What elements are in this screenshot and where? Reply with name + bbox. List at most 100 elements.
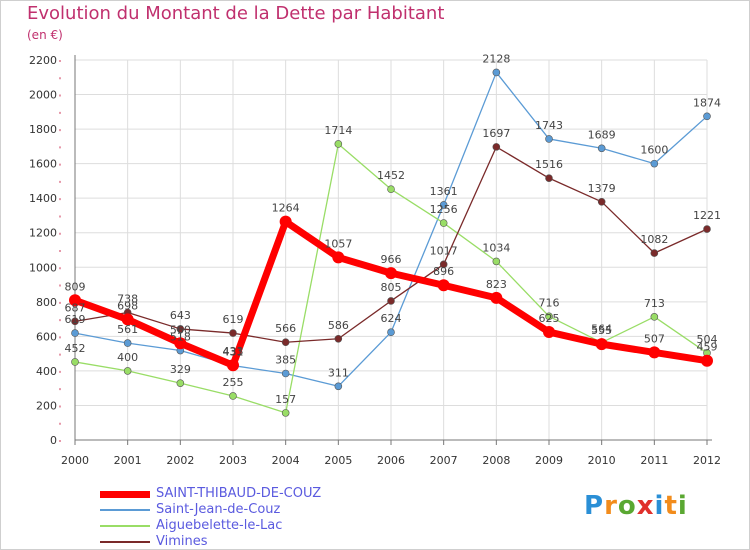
- data-point: [229, 392, 237, 400]
- y-tick-label: 400: [36, 365, 57, 378]
- data-label: 619: [65, 313, 86, 326]
- data-label: 1256: [430, 203, 458, 216]
- data-point: [279, 215, 292, 228]
- x-tick-label: 2002: [166, 454, 194, 467]
- data-label: 329: [170, 363, 191, 376]
- data-point: [545, 135, 553, 143]
- data-point: [439, 219, 448, 227]
- data-label: 738: [117, 293, 138, 306]
- logo-letter: t: [664, 491, 678, 521]
- data-label: 619: [223, 313, 244, 326]
- data-point: [650, 249, 659, 257]
- x-tick-label: 2012: [693, 454, 721, 467]
- data-label: 452: [65, 342, 86, 355]
- y-tick-label: 1000: [29, 261, 57, 274]
- data-point: [492, 143, 501, 151]
- data-label: 504: [697, 333, 718, 346]
- y-tick-label: 0: [50, 434, 57, 447]
- data-point: [385, 267, 397, 280]
- y-tick-label: 2200: [29, 54, 57, 67]
- data-label: 560: [170, 323, 191, 336]
- grid-layer: [75, 59, 708, 440]
- data-label: 586: [328, 319, 349, 332]
- data-label: 896: [433, 265, 454, 278]
- x-tick-label: 2011: [640, 454, 668, 467]
- logo-letter: r: [604, 491, 618, 521]
- data-label: 1221: [693, 209, 721, 222]
- legend-label-saint-thibaud: SAINT-THIBAUD-DE-COUZ: [156, 486, 322, 501]
- data-point: [597, 144, 606, 153]
- data-label: 507: [644, 332, 665, 345]
- data-label: 643: [170, 309, 191, 322]
- data-point: [281, 338, 290, 347]
- data-label: 716: [539, 296, 560, 309]
- data-point: [597, 198, 606, 206]
- data-point: [281, 369, 290, 378]
- data-point: [176, 325, 185, 333]
- x-tick-label: 2005: [324, 454, 352, 467]
- data-point: [334, 140, 343, 148]
- data-label: 1057: [324, 237, 352, 250]
- data-label: 1379: [588, 182, 616, 195]
- data-point: [281, 409, 290, 417]
- data-label: 518: [170, 331, 191, 344]
- data-point: [174, 337, 187, 350]
- x-tick-label: 2001: [114, 454, 142, 467]
- y-tick-label: 1200: [29, 227, 57, 240]
- y-tick-label: 1400: [29, 192, 57, 205]
- data-label: 698: [117, 299, 138, 312]
- data-label: 1082: [640, 233, 668, 246]
- x-tick-label: 2006: [377, 454, 405, 467]
- logo-letter: i: [654, 491, 665, 521]
- y-tick-label: 2000: [29, 89, 57, 102]
- chart-subtitle: (en €): [27, 28, 63, 42]
- data-point: [439, 201, 448, 209]
- legend-swatch-saint-jean: [100, 509, 150, 511]
- data-point: [71, 329, 79, 337]
- data-label: 1600: [640, 144, 668, 157]
- data-point: [332, 251, 345, 264]
- data-label: 687: [65, 301, 86, 314]
- data-point: [650, 313, 659, 321]
- chart-title: Evolution du Montant de la Dette par Hab…: [27, 3, 445, 24]
- data-point: [69, 294, 81, 307]
- data-label: 1874: [693, 96, 721, 109]
- data-label: 385: [275, 354, 296, 367]
- logo-letter: i: [677, 491, 688, 521]
- data-point: [387, 185, 395, 193]
- legend-swatch-aiguebelette: [100, 525, 150, 527]
- x-tick-label: 2008: [482, 454, 510, 467]
- data-label: 1743: [535, 119, 563, 132]
- data-label: 805: [381, 281, 402, 294]
- data-label: 966: [381, 253, 402, 266]
- data-point: [123, 339, 132, 347]
- data-point: [703, 225, 711, 233]
- data-label-layer: 809 698 560 433 1264 1057 966 896 823 625 555 507 45…: [65, 52, 722, 405]
- data-label: 433: [223, 345, 244, 358]
- data-label: 713: [644, 297, 665, 310]
- legend-label-aiguebelette: Aiguebelette-le-Lac: [156, 518, 283, 533]
- data-point: [439, 260, 448, 269]
- x-tick-label: 2004: [272, 454, 300, 467]
- data-label: 1516: [535, 158, 563, 171]
- logo-letter: x: [636, 491, 655, 521]
- data-point: [650, 159, 659, 168]
- y-tick-label: 1600: [29, 158, 57, 171]
- data-label: 1697: [482, 127, 510, 140]
- data-label: 555: [591, 324, 612, 337]
- x-tick-label: 2007: [430, 454, 458, 467]
- y-tick-label: 200: [36, 399, 57, 412]
- legend-swatch-vimines: [100, 541, 150, 543]
- data-point: [703, 112, 711, 121]
- data-label: 1264: [272, 202, 300, 215]
- data-label: 1452: [377, 169, 405, 182]
- data-label: 1714: [324, 124, 352, 137]
- data-point: [545, 174, 553, 182]
- data-point: [387, 328, 395, 337]
- data-label: 809: [65, 280, 86, 293]
- axis-layer: 0 200 400 600 800 1000 1200 1400 1600 1800 2000 220…: [29, 54, 721, 467]
- data-point: [334, 334, 343, 343]
- data-label: 566: [275, 322, 296, 335]
- data-label: 561: [117, 323, 138, 336]
